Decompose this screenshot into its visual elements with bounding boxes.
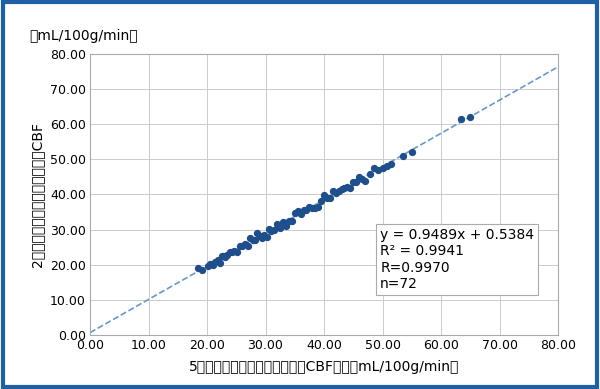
Point (215, 259, 224, 266)
Point (255, 233, 265, 240)
Point (360, 177, 370, 184)
Point (319, 192, 329, 198)
Point (313, 204, 323, 210)
Point (223, 252, 232, 258)
Point (287, 217, 296, 224)
Point (210, 259, 220, 265)
Point (398, 152, 408, 159)
Point (220, 254, 230, 260)
Point (343, 184, 352, 190)
Point (193, 265, 203, 271)
Point (264, 226, 274, 232)
Point (278, 219, 288, 225)
Point (213, 257, 223, 263)
Point (357, 176, 367, 182)
Point (250, 237, 260, 243)
Point (293, 208, 302, 214)
Point (208, 261, 218, 268)
Point (316, 198, 326, 204)
Point (217, 253, 226, 259)
Point (373, 167, 383, 173)
Point (340, 185, 349, 191)
Point (266, 228, 276, 234)
Point (203, 263, 212, 269)
Point (378, 165, 388, 172)
Point (325, 194, 335, 201)
Point (262, 234, 271, 240)
Point (328, 187, 338, 194)
Point (305, 204, 314, 210)
Point (233, 249, 242, 255)
Point (407, 149, 416, 156)
Point (218, 252, 228, 259)
Point (205, 261, 215, 267)
Point (334, 188, 343, 194)
Point (230, 248, 239, 254)
Point (284, 218, 294, 224)
Point (290, 210, 299, 216)
Point (197, 267, 207, 273)
Point (257, 235, 267, 241)
Point (296, 210, 305, 217)
Point (310, 205, 320, 212)
Point (337, 186, 346, 193)
Point (260, 231, 269, 238)
Point (248, 237, 257, 243)
Point (253, 230, 262, 237)
Point (275, 225, 285, 231)
Point (308, 205, 317, 211)
Point (369, 165, 379, 171)
Point (226, 249, 235, 255)
Text: y = 0.9489x + 0.5384
R² = 0.9941
R=0.9970
n=72: y = 0.9489x + 0.5384 R² = 0.9941 R=0.997… (380, 228, 534, 291)
Point (299, 207, 308, 213)
Point (457, 116, 466, 122)
Point (243, 243, 253, 249)
Point (269, 226, 279, 233)
Point (466, 114, 475, 121)
Point (240, 241, 250, 247)
Point (302, 207, 311, 213)
Point (272, 221, 282, 227)
Point (245, 235, 254, 242)
Point (352, 179, 361, 185)
Point (346, 185, 355, 191)
Point (365, 171, 374, 177)
Point (235, 244, 245, 250)
Point (386, 161, 396, 167)
Point (238, 243, 247, 249)
X-axis label: 5分のダイナミックから求めたCBF　　（mL/100g/min）: 5分のダイナミックから求めたCBF （mL/100g/min） (189, 360, 459, 374)
Point (322, 194, 332, 201)
Point (354, 174, 364, 180)
Point (331, 189, 341, 196)
Y-axis label: 2分のダイナミックから求めたCBF: 2分のダイナミックから求めたCBF (30, 122, 44, 267)
Point (382, 163, 392, 170)
Point (227, 249, 237, 256)
Point (281, 223, 291, 229)
Text: （mL/100g/min）: （mL/100g/min） (29, 29, 138, 43)
Point (349, 179, 358, 185)
